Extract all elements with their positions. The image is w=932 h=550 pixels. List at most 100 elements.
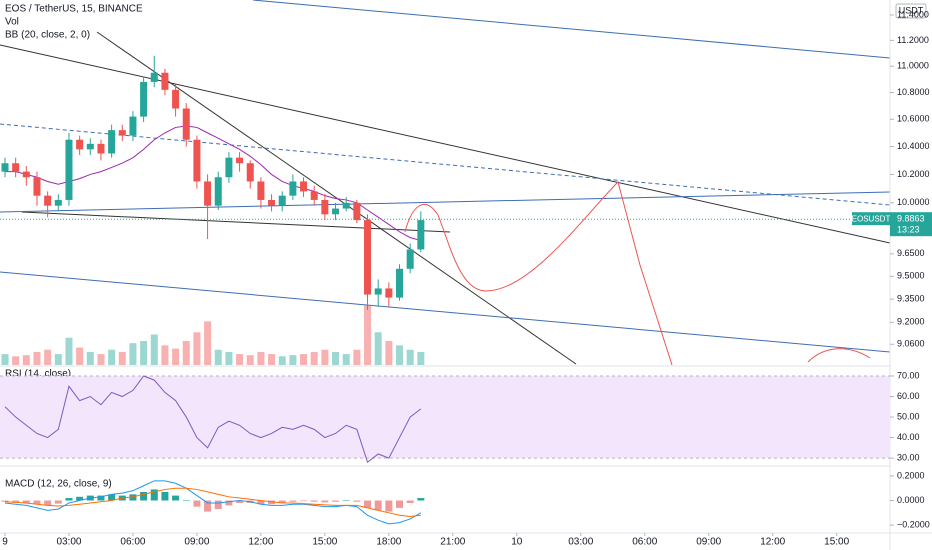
x-tick-label: 15:00 xyxy=(312,537,337,548)
candle-body xyxy=(385,288,393,298)
macd-histogram xyxy=(22,500,30,503)
volume-bar xyxy=(321,349,329,365)
macd-histogram xyxy=(417,498,425,501)
macd-histogram xyxy=(54,500,62,504)
macd-histogram xyxy=(353,500,361,502)
volume-bar xyxy=(140,341,148,365)
candle-body xyxy=(332,208,340,215)
y-tick-label: 10.6000 xyxy=(897,114,930,124)
volume-bar xyxy=(129,343,137,365)
candle-body xyxy=(236,157,244,164)
unit-box xyxy=(895,3,927,19)
channel-line xyxy=(0,191,891,213)
y-tick-label: 9.6500 xyxy=(897,248,925,258)
volume-bar xyxy=(310,351,318,365)
symbol-label: EOSUSDT xyxy=(852,214,891,223)
macd-histogram xyxy=(65,498,73,501)
x-tick-label: 03:00 xyxy=(56,537,81,548)
candle-body xyxy=(225,157,233,178)
macd-histogram xyxy=(257,500,265,505)
volume-bar xyxy=(300,354,308,365)
macd-histogram xyxy=(214,500,222,510)
y-tick-label: 10.8000 xyxy=(897,87,930,97)
candle-body xyxy=(65,139,73,200)
channel-line xyxy=(252,0,891,59)
candle-body xyxy=(214,177,222,206)
volume-bar xyxy=(353,349,361,365)
x-tick-label: 12:00 xyxy=(248,537,273,548)
volume-bar xyxy=(76,347,84,365)
volume-bar xyxy=(406,349,414,365)
volume-bar xyxy=(417,351,425,365)
macd-histogram xyxy=(129,494,137,501)
y-tick-label: 50.00 xyxy=(897,411,920,421)
candle-body xyxy=(300,181,308,192)
macd-histogram xyxy=(172,495,180,501)
rsi-line xyxy=(4,375,422,464)
macd-histogram xyxy=(161,491,169,501)
candle-body xyxy=(204,181,212,206)
candle-body xyxy=(193,139,201,182)
volume-bar xyxy=(396,345,404,365)
x-tick-label: 06:00 xyxy=(120,537,145,548)
candle-body xyxy=(33,177,41,196)
candle-body xyxy=(129,116,137,136)
volume-bar xyxy=(86,351,94,365)
macd-histogram xyxy=(97,495,105,501)
y-tick-label: 10.0000 xyxy=(897,197,930,207)
volume-bar xyxy=(12,356,20,365)
volume-bar xyxy=(236,354,244,365)
candle-body xyxy=(182,108,190,140)
rsi-band xyxy=(0,376,890,459)
x-tick-label: 9 xyxy=(2,537,8,548)
volume-bar xyxy=(44,349,52,365)
candle-body xyxy=(257,181,265,200)
volume-bar xyxy=(193,332,201,365)
y-tick-label: 0.0000 xyxy=(897,495,925,505)
candle-body xyxy=(54,199,62,206)
y-tick-label: 9.0600 xyxy=(897,339,925,349)
candle-body xyxy=(406,249,414,269)
chart-title: EOS / TetherUS, 15, BINANCE xyxy=(5,4,143,15)
volume-bar xyxy=(22,355,30,365)
candle-body xyxy=(289,181,297,196)
channel-line xyxy=(0,123,891,206)
candle-body xyxy=(364,220,372,295)
volume-bar xyxy=(342,354,350,365)
volume-bar xyxy=(54,354,62,365)
volume-bar xyxy=(374,332,382,365)
candle-body xyxy=(396,268,404,298)
macd-histogram xyxy=(332,500,340,502)
y-tick-label: 70.00 xyxy=(897,370,920,380)
y-tick-label: 11.4000 xyxy=(897,9,929,19)
y-tick-label: 0.2000 xyxy=(897,470,925,480)
unit-label: USDT xyxy=(899,5,924,15)
x-tick-label: 03:00 xyxy=(568,537,593,548)
macd-histogram xyxy=(236,500,244,503)
y-tick-label: 60.00 xyxy=(897,391,920,401)
macd-histogram xyxy=(193,500,201,507)
macd-histogram xyxy=(321,500,329,503)
candle-body xyxy=(310,191,318,200)
macd-histogram xyxy=(1,500,9,502)
x-tick-label: 18:00 xyxy=(376,537,401,548)
volume-bar xyxy=(150,334,158,365)
macd-line xyxy=(4,487,421,518)
candle-body xyxy=(97,143,105,154)
macd-title: MACD (12, 26, close, 9) xyxy=(5,479,112,490)
macd-histogram xyxy=(385,500,393,512)
candle-body xyxy=(278,195,286,206)
macd-histogram xyxy=(108,494,116,501)
candle-body xyxy=(86,143,94,150)
candle-body xyxy=(118,130,126,136)
macd-histogram xyxy=(204,500,212,512)
candle-body xyxy=(172,89,180,109)
macd-histogram xyxy=(374,500,382,511)
candle-body xyxy=(246,163,254,182)
bb-basis xyxy=(4,125,421,242)
indicator-label: BB (20, close, 2, 0) xyxy=(5,30,90,41)
candle-body xyxy=(22,171,30,178)
volume-bar xyxy=(97,354,105,365)
y-tick-label: −0.2000 xyxy=(897,519,930,529)
